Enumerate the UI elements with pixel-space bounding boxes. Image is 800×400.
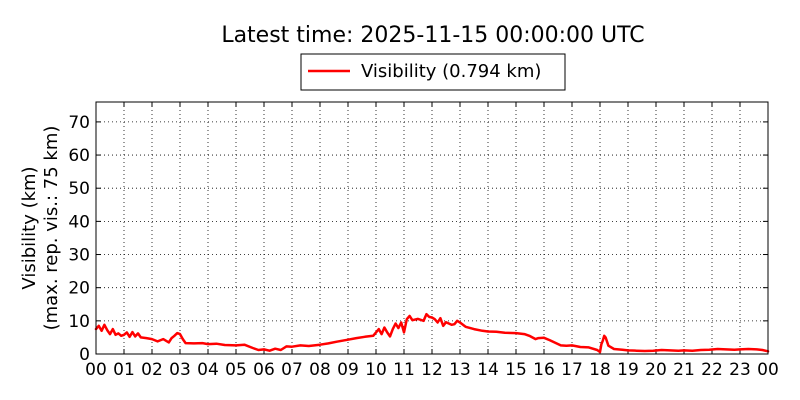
x-tick-label: 12 — [421, 360, 443, 380]
x-tick-label: 22 — [701, 360, 723, 380]
x-tick-label: 03 — [169, 360, 191, 380]
x-tick-label: 16 — [533, 360, 555, 380]
x-tick-label: 23 — [729, 360, 751, 380]
x-tick-label: 21 — [673, 360, 695, 380]
x-tick-label: 01 — [113, 360, 135, 380]
x-tick-label: 04 — [197, 360, 219, 380]
x-tick-label: 19 — [617, 360, 639, 380]
x-tick-label: 13 — [449, 360, 471, 380]
y-tick-label: 20 — [68, 279, 90, 299]
x-tick-label: 14 — [477, 360, 499, 380]
series-layer — [94, 312, 770, 354]
y-tick-label: 50 — [68, 179, 90, 199]
x-tick-label: 17 — [561, 360, 583, 380]
x-tick-label: 05 — [225, 360, 247, 380]
y-tick-label: 10 — [68, 312, 90, 332]
tick-labels: 0 10 20 30 40 50 60 70 00 01 02 03 04 05 06 07 08 09 10 11 1… — [68, 113, 778, 380]
x-tick-label: 09 — [337, 360, 359, 380]
y-tick-label: 60 — [68, 146, 90, 166]
x-tick-label: 11 — [393, 360, 415, 380]
x-tick-label: 06 — [253, 360, 275, 380]
chart-title: Latest time: 2025-11-15 00:00:00 UTC — [221, 23, 644, 48]
x-tick-label: 20 — [645, 360, 667, 380]
plot-frame — [95, 101, 769, 355]
x-tick-label: 00 — [85, 360, 107, 380]
x-tick-label: 08 — [309, 360, 331, 380]
x-tick-label: 15 — [505, 360, 527, 380]
y-tick-label: 0 — [79, 345, 90, 365]
x-tick-label: 18 — [589, 360, 611, 380]
y-axis-title: Visibility (km) — [19, 166, 40, 289]
x-tick-label: 02 — [141, 360, 163, 380]
legend: Visibility (0.794 km) — [300, 53, 566, 91]
x-tick-label: 00 — [757, 360, 779, 380]
y-tick-label: 40 — [68, 212, 90, 232]
x-tick-label: 10 — [365, 360, 387, 380]
y-tick-label: 70 — [68, 113, 90, 133]
series-line-0 — [94, 312, 770, 354]
grid — [96, 102, 768, 354]
x-tick-label: 07 — [281, 360, 303, 380]
legend-label: Visibility (0.794 km) — [361, 61, 541, 82]
axis-ticks — [95, 102, 769, 355]
y-tick-label: 30 — [68, 246, 90, 266]
y-axis-subtitle: (max. rep. vis.: 75 km) — [41, 126, 62, 331]
